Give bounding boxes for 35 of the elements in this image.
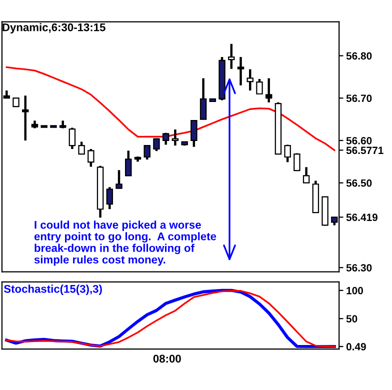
candlestick	[246, 68, 254, 92]
chart-title: Dynamic,6:30-13:15	[2, 23, 106, 34]
candlestick	[88, 148, 94, 168]
candlestick	[22, 94, 29, 142]
candlestick	[116, 169, 122, 190]
text: 08:00	[153, 354, 181, 363]
y-tick-label: 56.60	[346, 136, 372, 144]
candlestick	[190, 119, 198, 148]
candlestick	[153, 137, 160, 152]
candlestick	[294, 152, 300, 172]
annotation: I could not have picked a worse entry point to go long. A complete break-down in the following of simple rules cost money.	[34, 220, 216, 266]
line-series	[6, 66, 336, 152]
y-tick-label: 56.80	[346, 52, 372, 60]
candlestick	[125, 150, 132, 177]
y-tick-label: 56.30	[346, 264, 372, 272]
y-tick-label: 50	[346, 315, 358, 322]
candlestick	[106, 186, 114, 210]
candlestick	[172, 128, 179, 147]
candlestick	[68, 126, 76, 150]
y-tick-label: 0.49	[346, 343, 366, 350]
candlestick	[78, 140, 85, 156]
y-tick-label: 56.419	[346, 214, 378, 222]
candlestick	[144, 144, 150, 161]
y-tick-label: 56.5771	[346, 146, 384, 154]
candlestick	[256, 78, 263, 95]
y-tick-label: 56.50	[346, 179, 372, 187]
candlestick	[200, 77, 207, 120]
candlestick	[237, 56, 244, 87]
candlestick	[228, 42, 235, 70]
y-tick-label: 56.70	[346, 94, 372, 102]
candlestick	[302, 166, 310, 184]
y-tick-label: 100	[346, 286, 363, 294]
chart-title: Stochastic(15(3),3)	[4, 284, 102, 296]
candlestick	[284, 144, 291, 164]
candlestick	[265, 77, 272, 104]
